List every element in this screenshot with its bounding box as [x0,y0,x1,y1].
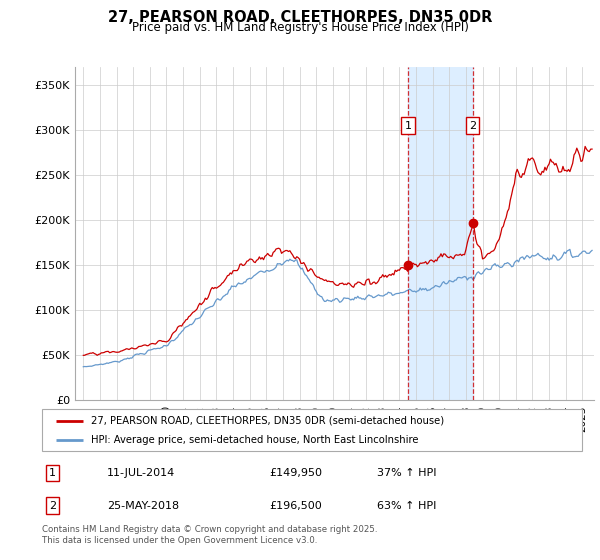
Text: 1: 1 [404,121,412,130]
Text: 27, PEARSON ROAD, CLEETHORPES, DN35 0DR: 27, PEARSON ROAD, CLEETHORPES, DN35 0DR [108,10,492,25]
Text: £196,500: £196,500 [269,501,322,511]
Text: 2: 2 [49,501,56,511]
Text: 11-JUL-2014: 11-JUL-2014 [107,468,175,478]
Text: 2: 2 [469,121,476,130]
FancyBboxPatch shape [42,409,582,451]
Text: £149,950: £149,950 [269,468,322,478]
Text: Contains HM Land Registry data © Crown copyright and database right 2025.
This d: Contains HM Land Registry data © Crown c… [42,525,377,545]
Text: 1: 1 [49,468,56,478]
Text: 25-MAY-2018: 25-MAY-2018 [107,501,179,511]
Text: 27, PEARSON ROAD, CLEETHORPES, DN35 0DR (semi-detached house): 27, PEARSON ROAD, CLEETHORPES, DN35 0DR … [91,416,444,426]
Text: HPI: Average price, semi-detached house, North East Lincolnshire: HPI: Average price, semi-detached house,… [91,435,418,445]
Text: 63% ↑ HPI: 63% ↑ HPI [377,501,436,511]
Bar [408,67,473,400]
Text: 37% ↑ HPI: 37% ↑ HPI [377,468,436,478]
Text: Price paid vs. HM Land Registry's House Price Index (HPI): Price paid vs. HM Land Registry's House … [131,21,469,34]
